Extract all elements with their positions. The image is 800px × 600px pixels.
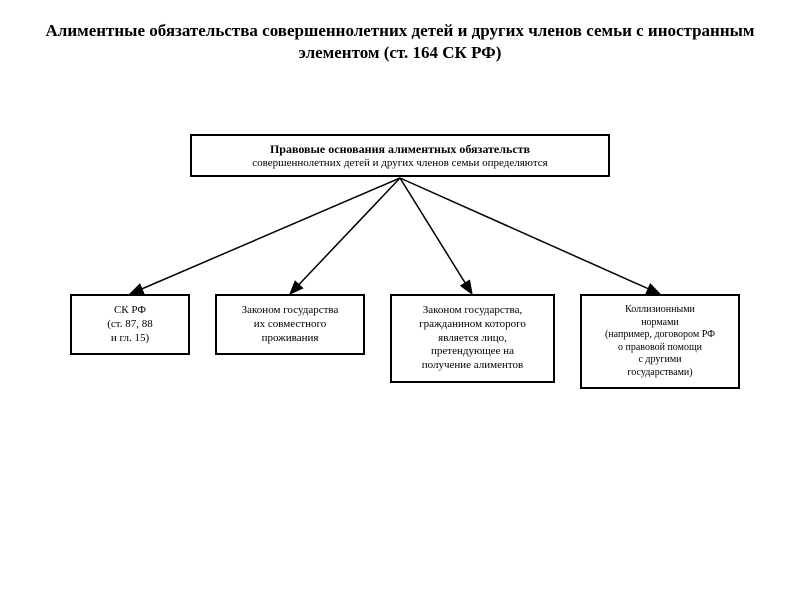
sub-box-line: их совместного (223, 318, 357, 332)
arrow-line (290, 178, 400, 294)
main-box-line2: совершеннолетних детей и других членов с… (202, 157, 598, 169)
sub-box-line: претендующее на (398, 345, 547, 359)
sub-box-2: Законом государстваих совместногопрожива… (215, 294, 365, 355)
sub-box-line: СК РФ (78, 304, 182, 318)
arrow-group (130, 178, 660, 294)
sub-box-line: нормами (588, 317, 732, 330)
main-box-line1: Правовые основания алиментных обязательс… (202, 142, 598, 157)
page-title: Алиментные обязательства совершеннолетни… (0, 0, 800, 74)
sub-box-line: Законом государства (223, 304, 357, 318)
sub-box-line: проживания (223, 332, 357, 346)
sub-box-line: и гл. 15) (78, 332, 182, 346)
main-box: Правовые основания алиментных обязательс… (190, 134, 610, 177)
sub-box-line: гражданином которого (398, 318, 547, 332)
sub-box-line: является лицо, (398, 332, 547, 346)
sub-box-line: с другими (588, 354, 732, 367)
arrow-line (130, 178, 400, 294)
arrow-line (400, 178, 660, 294)
sub-box-3: Законом государства,гражданином которого… (390, 294, 555, 383)
sub-box-1: СК РФ(ст. 87, 88и гл. 15) (70, 294, 190, 355)
sub-box-line: (ст. 87, 88 (78, 318, 182, 332)
sub-box-4: Коллизионныминормами(например, договором… (580, 294, 740, 389)
sub-box-line: получение алиментов (398, 359, 547, 373)
diagram-container: Правовые основания алиментных обязательс… (0, 74, 800, 554)
arrow-line (400, 178, 472, 294)
sub-box-line: Коллизионными (588, 304, 732, 317)
sub-box-line: о правовой помощи (588, 342, 732, 355)
sub-box-line: Законом государства, (398, 304, 547, 318)
sub-box-line: (например, договором РФ (588, 329, 732, 342)
sub-box-line: государствами) (588, 367, 732, 380)
